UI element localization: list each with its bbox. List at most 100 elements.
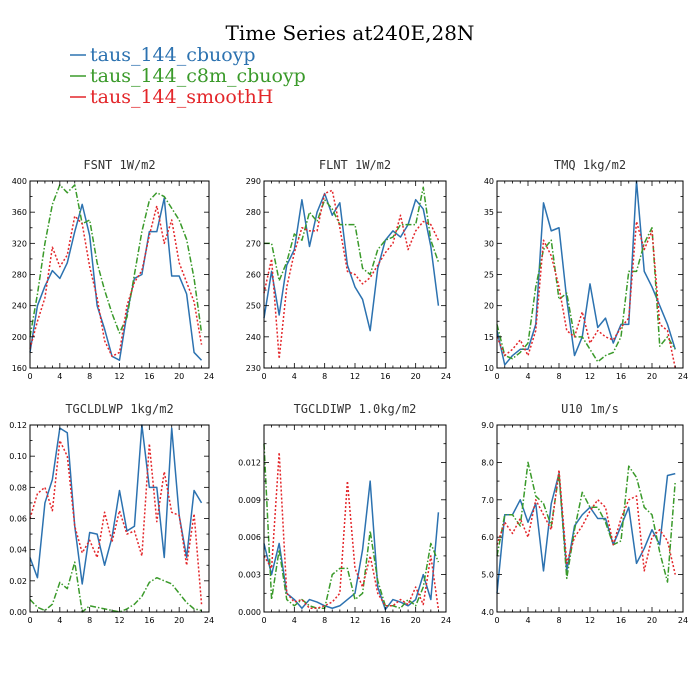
x-tick-label-flnt: 0 [261,372,266,381]
y-tick-label-tmq: 20 [484,302,494,311]
y-tick-label-tmq: 25 [484,271,494,280]
panel-title-tgcldiwp: TGCLDIWP 1.0kg/m2 [294,402,417,416]
y-tick-label-tgcldiwp: 0.000 [238,608,261,617]
y-tick-label-tgcldlwp: 0.06 [9,515,27,524]
y-tick-label-flnt: 280 [246,208,261,217]
x-tick-label-fsnt: 24 [204,372,214,381]
x-tick-label-tgcldlwp: 20 [174,616,184,625]
x-tick-label-tgcldlwp: 16 [144,616,154,625]
series-line-u10-0 [496,472,676,594]
series-line-tgcldlwp-1 [29,561,202,613]
x-tick-label-u10: 20 [647,616,657,625]
x-tick-label-flnt: 12 [350,372,360,381]
series-line-tmq-1 [496,227,676,363]
panels: FSNT 1W/m20 4 8 12 16 20 241602002402803203604… [9,158,688,625]
x-tick-label-tgcldiwp: 12 [350,616,360,625]
x-tick-label-u10: 4 [525,616,530,625]
y-tick-label-tmq: 30 [484,239,494,248]
y-tick-label-tgcldlwp: 0.12 [9,421,27,430]
x-tick-label-tgcldlwp: 12 [114,616,124,625]
series-line-fsnt-1 [29,184,203,337]
y-tick-label-tgcldlwp: 0.00 [9,608,27,617]
series-line-tgcldlwp-0 [29,424,203,585]
y-tick-label-u10: 8.0 [481,458,494,467]
x-tick-label-fsnt: 16 [144,372,154,381]
x-tick-label-fsnt: 8 [87,372,92,381]
x-tick-label-tmq: 4 [525,372,530,381]
y-tick-label-flnt: 270 [246,239,261,248]
x-tick-label-u10: 8 [556,616,561,625]
y-tick-label-fsnt: 200 [12,333,27,342]
x-tick-label-flnt: 24 [441,372,451,381]
x-tick-label-tgcldiwp: 16 [380,616,390,625]
x-tick-label-tgcldiwp: 20 [411,616,421,625]
series-line-tgcldlwp-2 [29,439,203,605]
x-tick-label-tmq: 0 [494,372,499,381]
series-line-tgcldiwp-0 [263,480,440,611]
y-tick-label-flnt: 240 [246,333,261,342]
legend-item-c8m-cbuoyp: taus_144_c8m_cbuoyp [70,65,306,87]
y-tick-label-flnt: 290 [246,177,261,186]
panel-tgcldiwp: TGCLDIWP 1.0kg/m2 0 4 8 12 16 20 24 0.000 0.003 0.… [238,402,451,625]
x-tick-label-u10: 0 [494,616,499,625]
y-tick-label-tgcldiwp: 0.006 [238,533,261,542]
y-tick-label-fsnt: 400 [12,177,27,186]
legend-label-c8m-cbuoyp: taus_144_c8m_cbuoyp [90,65,306,87]
y-tick-label-fsnt: 360 [12,208,27,217]
y-tick-label-fsnt: 280 [12,271,27,280]
x-tick-label-tgcldiwp: 4 [292,616,297,625]
y-tick-label-flnt: 230 [246,364,261,373]
x-tick-label-tgcldlwp: 4 [57,616,62,625]
x-tick-label-tmq: 8 [556,372,561,381]
x-tick-label-fsnt: 4 [57,372,62,381]
panel-title-flnt: FLNT 1W/m2 [319,158,391,172]
x-tick-label-tmq: 24 [678,372,688,381]
x-tick-label-u10: 24 [678,616,688,625]
panel-u10: U10 1m/s 0 4 8 12 16 20 24 4.0 5.0 6.0 7.0 8.0 9.0 [481,402,688,625]
x-tick-label-tmq: 12 [585,372,595,381]
plot-frame-tgcldiwp [263,424,447,613]
y-tick-label-u10: 5.0 [481,571,494,580]
series-line-flnt-2 [263,189,440,360]
y-tick-label-u10: 9.0 [481,421,494,430]
y-tick-label-tgcldlwp: 0.04 [9,546,27,555]
series-line-u10-1 [496,461,676,583]
y-tick-label-u10: 7.0 [481,496,494,505]
x-tick-label-flnt: 20 [411,372,421,381]
series-line-u10-2 [496,469,676,575]
legend-label-smoothH: taus_144_smoothH [90,86,273,108]
plot-frame-u10 [496,424,684,613]
x-tick-label-fsnt: 12 [114,372,124,381]
panel-title-tgcldlwp: TGCLDLWP 1kg/m2 [65,402,173,416]
y-tick-label-tgcldlwp: 0.10 [9,452,27,461]
x-tick-label-tmq: 20 [647,372,657,381]
y-tick-label-fsnt: 320 [12,239,27,248]
panel-title-fsnt: FSNT 1W/m2 [83,158,155,172]
figure-title: Time Series at240E,28N [226,21,475,45]
y-tick-label-flnt: 260 [246,271,261,280]
y-tick-label-tgcldlwp: 0.02 [9,577,27,586]
y-tick-label-u10: 4.0 [481,608,494,617]
x-tick-label-flnt: 4 [292,372,297,381]
series-line-tgcldiwp-2 [263,451,440,610]
series-line-flnt-0 [263,192,440,332]
x-tick-label-tgcldiwp: 0 [261,616,266,625]
panel-tgcldlwp: TGCLDLWP 1kg/m2 0 4 8 12 16 20 24 0.00 0.02 0.04 0.… [9,402,214,625]
y-tick-label-tgcldlwp: 0.08 [9,483,27,492]
x-tick-label-u10: 16 [616,616,626,625]
y-tick-label-tmq: 10 [484,364,494,373]
x-tick-label-fsnt: 20 [174,372,184,381]
x-tick-label-tgcldlwp: 0 [27,616,32,625]
series-line-fsnt-2 [29,205,203,358]
panel-flnt: FLNT 1W/m2 0 4 8 12 16 20 24 230 240 250 260 270 280 2… [246,158,451,381]
panel-tmq: TMQ 1kg/m2 0 4 8 12 16 20 24 10 15 20 25 30 35 40 [484,158,688,381]
y-tick-label-fsnt: 240 [12,302,27,311]
x-tick-label-flnt: 8 [322,372,327,381]
series-line-tmq-2 [496,220,676,369]
x-tick-label-tmq: 16 [616,372,626,381]
legend-item-cbuoyp: taus_144_cbuoyp [70,44,256,66]
y-tick-label-u10: 6.0 [481,533,494,542]
x-tick-label-u10: 12 [585,616,595,625]
panel-title-tmq: TMQ 1kg/m2 [554,158,626,172]
